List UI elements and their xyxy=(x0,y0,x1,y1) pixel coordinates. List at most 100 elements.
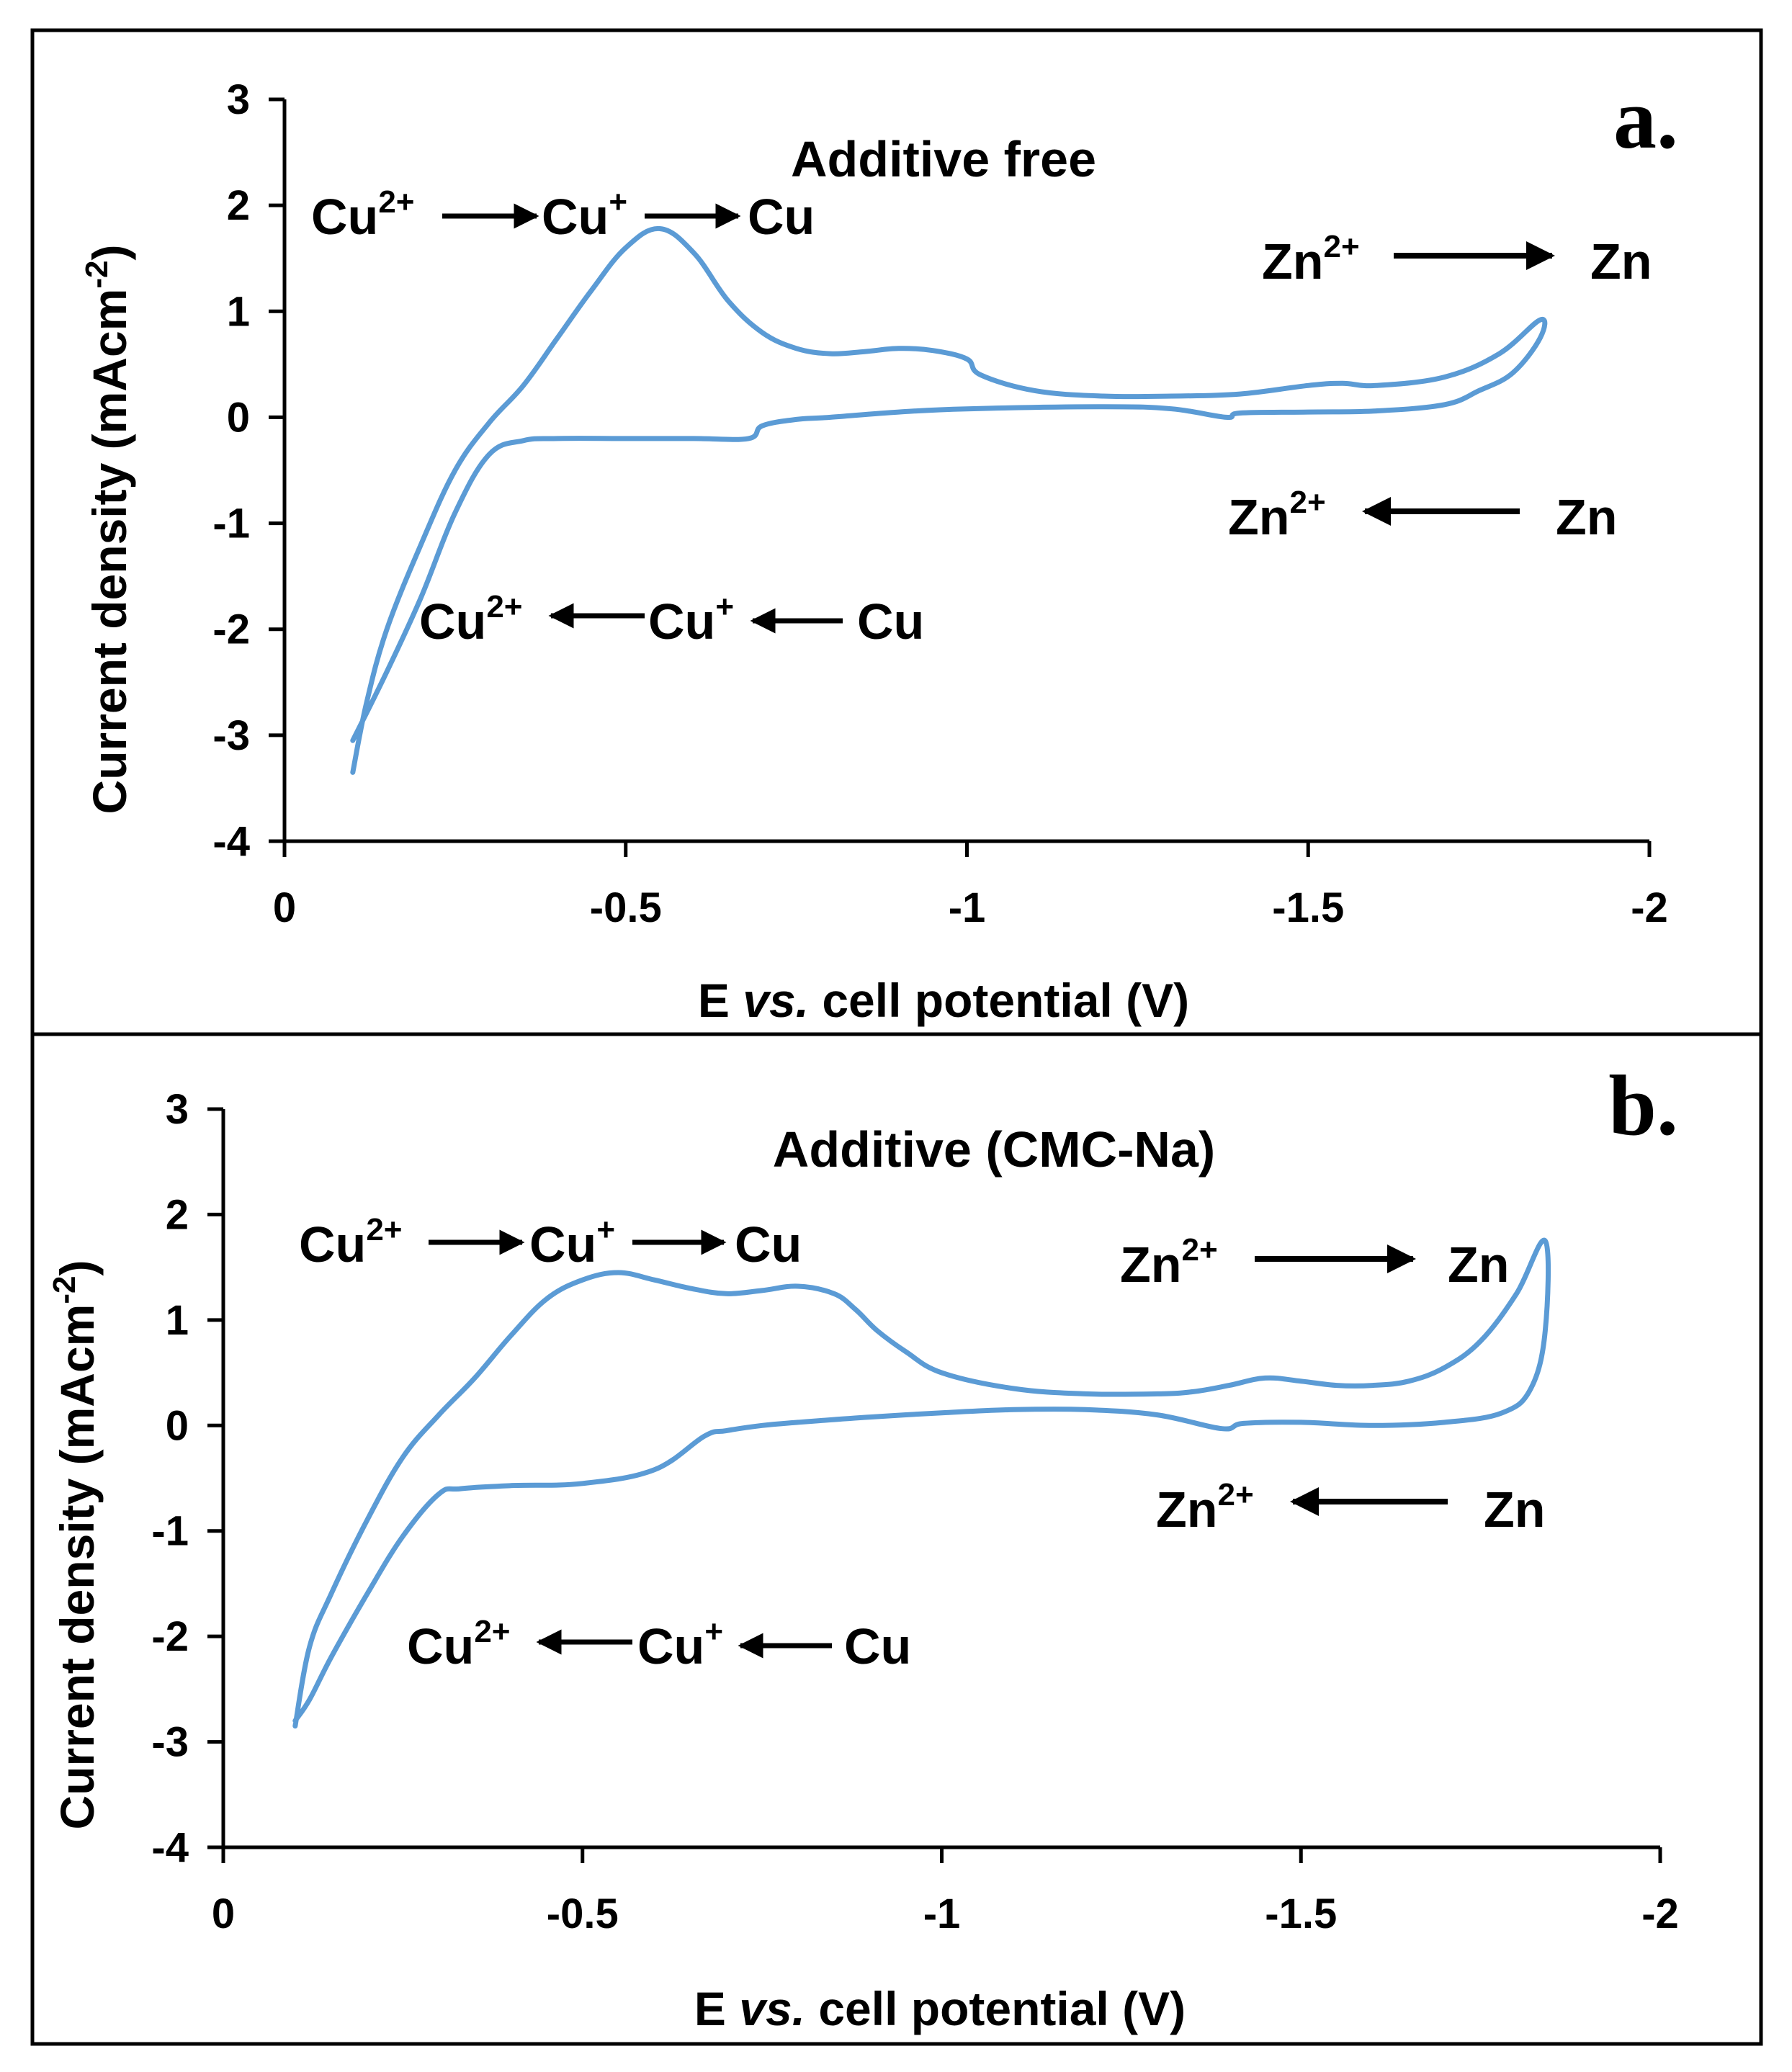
zn2-sup: 2+ xyxy=(1182,1232,1218,1268)
panel-a-plot: 3 2 1 0 -1 -2 -3 -4 0 -0.5 -1 -1.5 -2 xyxy=(212,76,1667,931)
svg-text:Zn2+: Zn2+ xyxy=(1262,229,1360,290)
panel-b-ylabel-sup: -2 xyxy=(47,1276,82,1304)
panel-a-ylabel-sup: -2 xyxy=(79,261,115,289)
panel-b-y-tick-label: 2 xyxy=(166,1191,189,1238)
panel-b-axes xyxy=(221,1109,1660,1849)
panel-b-y-tick-label: 0 xyxy=(166,1402,189,1449)
svg-text:Cu2+: Cu2+ xyxy=(311,184,414,245)
panel-b-series-line xyxy=(292,1237,1551,1729)
panel-b-cu-forward-annotation: Cu2+ Cu+ Cu xyxy=(299,1212,802,1273)
panel-b: b. Additive (CMC-Na) 3 2 1 0 -1 -2 -3 -4 0 -0.5 -1… xyxy=(47,1057,1679,2035)
cu2-label: Cu xyxy=(419,593,486,650)
cu2-sup: 2+ xyxy=(378,184,414,220)
panel-a-x-tick-label: -2 xyxy=(1631,884,1668,931)
panel-a-y-tick-label: -1 xyxy=(212,501,250,547)
cu1-sup: + xyxy=(596,1212,615,1247)
panel-a-letter: a. xyxy=(1613,71,1678,166)
panel-b-cu-reverse-annotation: Cu2+ Cu+ Cu xyxy=(407,1614,911,1674)
panel-a-x-tick-label: -1 xyxy=(949,884,986,931)
zn2-label: Zn xyxy=(1156,1481,1218,1538)
panel-a-cu-reverse-annotation: Cu2+ Cu+ Cu xyxy=(419,589,924,650)
panel-a-xlabel-vs: vs. xyxy=(743,974,809,1027)
panel-a-xlabel-e: E xyxy=(698,974,743,1027)
zn-label: Zn xyxy=(1484,1481,1546,1538)
svg-text:Cu+: Cu+ xyxy=(648,589,734,650)
panel-b-xlabel-rest: cell potential (V) xyxy=(805,1982,1186,2035)
cu-label: Cu xyxy=(735,1216,802,1273)
cu2-label: Cu xyxy=(299,1216,366,1273)
svg-text:Cu+: Cu+ xyxy=(542,184,627,245)
panel-b-x-tick-label: -0.5 xyxy=(547,1891,619,1937)
panel-b-x-tick-label: -1.5 xyxy=(1265,1891,1337,1937)
zn-label: Zn xyxy=(1448,1237,1510,1293)
panel-a-xlabel-rest: cell potential (V) xyxy=(809,974,1189,1027)
panel-b-y-tick-label: 3 xyxy=(166,1086,189,1133)
svg-text:Cu2+: Cu2+ xyxy=(407,1614,510,1674)
panel-a-x-tick-label: -0.5 xyxy=(590,884,662,931)
panel-b-y-tick-label: -2 xyxy=(151,1613,189,1660)
zn-label: Zn xyxy=(1590,233,1652,290)
cu-label: Cu xyxy=(857,593,924,650)
panel-b-zn-reverse-annotation: Zn2+ Zn xyxy=(1156,1477,1546,1538)
panel-b-x-tick-label: -1 xyxy=(923,1891,961,1937)
panel-b-zn-forward-annotation: Zn2+ Zn xyxy=(1120,1232,1510,1293)
zn-label: Zn xyxy=(1556,489,1618,545)
panel-b-tick-labels: 3 2 1 0 -1 -2 -3 -4 0 -0.5 -1 -1.5 -2 xyxy=(151,1086,1678,1937)
panel-a-x-tick-label: 0 xyxy=(273,884,296,931)
panel-a-ylabel-close: ) xyxy=(83,245,136,261)
panel-a-ticks xyxy=(269,97,1652,857)
panel-b-xlabel-e: E xyxy=(694,1982,739,2035)
cu2-label: Cu xyxy=(407,1618,474,1674)
cu1-sup: + xyxy=(704,1614,723,1649)
panel-a-y-tick-label: -2 xyxy=(212,606,250,653)
cu2-sup: 2+ xyxy=(486,589,522,624)
panel-b-y-tick-label: -3 xyxy=(151,1719,189,1766)
panel-b-ylabel-close: ) xyxy=(50,1260,104,1276)
cu2-sup: 2+ xyxy=(474,1614,510,1649)
zn2-label: Zn xyxy=(1228,489,1290,545)
panel-b-border xyxy=(30,1032,1763,2046)
cu2-sup: 2+ xyxy=(366,1212,402,1247)
zn2-label: Zn xyxy=(1120,1237,1182,1293)
panel-a-axes xyxy=(282,99,1649,843)
panel-b-plot: 3 2 1 0 -1 -2 -3 -4 0 -0.5 -1 -1.5 -2 xyxy=(151,1086,1678,1937)
panel-b-x-tick-label: -2 xyxy=(1641,1891,1679,1937)
panel-a-y-tick-label: -4 xyxy=(212,818,250,865)
panel-b-y-tick-label: -1 xyxy=(151,1508,189,1555)
panel-a-zn-reverse-annotation: Zn2+ Zn xyxy=(1228,485,1618,545)
svg-text:Cu2+: Cu2+ xyxy=(299,1212,402,1273)
cu-label: Cu xyxy=(844,1618,911,1674)
svg-text:Cu+: Cu+ xyxy=(529,1212,615,1273)
panel-b-y-tick-label: 1 xyxy=(166,1297,189,1344)
panel-b-title: Additive (CMC-Na) xyxy=(773,1121,1215,1178)
cu1-label: Cu xyxy=(648,593,715,650)
cu1-sup: + xyxy=(715,589,734,624)
panel-b-xlabel-vs: vs. xyxy=(739,1982,805,2035)
panel-b-x-tick-label: 0 xyxy=(212,1891,235,1937)
zn2-sup: 2+ xyxy=(1324,229,1360,264)
panel-b-xlabel: E vs. cell potential (V) xyxy=(694,1982,1186,2035)
panel-a-y-tick-label: -3 xyxy=(212,712,250,759)
svg-text:Zn2+: Zn2+ xyxy=(1156,1477,1254,1538)
panel-a-x-tick-label: -1.5 xyxy=(1272,884,1344,931)
panel-a-y-tick-label: 0 xyxy=(227,394,250,441)
cu-label: Cu xyxy=(748,189,815,245)
cu1-label: Cu xyxy=(637,1618,704,1674)
cu1-label: Cu xyxy=(529,1216,596,1273)
cu1-label: Cu xyxy=(542,189,609,245)
panel-a-y-tick-label: 3 xyxy=(227,76,250,123)
panel-a: a. Additive free 3 2 1 0 -1 -2 -3 -4 0 -0.5 -1 -1.5… xyxy=(79,71,1678,1027)
panel-a-xlabel: E vs. cell potential (V) xyxy=(698,974,1189,1027)
svg-text:Zn2+: Zn2+ xyxy=(1228,485,1326,545)
cu1-sup: + xyxy=(609,184,627,220)
panel-a-tick-labels: 3 2 1 0 -1 -2 -3 -4 0 -0.5 -1 -1.5 -2 xyxy=(212,76,1667,931)
panel-a-zn-forward-annotation: Zn2+ Zn xyxy=(1262,229,1652,290)
zn2-sup: 2+ xyxy=(1218,1477,1254,1512)
panel-a-y-tick-label: 1 xyxy=(227,288,250,335)
cu2-label: Cu xyxy=(311,189,378,245)
panel-b-y-tick-label: -4 xyxy=(151,1824,189,1871)
zn2-sup: 2+ xyxy=(1290,485,1326,520)
svg-text:Cu2+: Cu2+ xyxy=(419,589,522,650)
svg-text:Cu+: Cu+ xyxy=(637,1614,723,1674)
panel-a-ylabel: Current density (mAcm-2) xyxy=(79,245,136,815)
